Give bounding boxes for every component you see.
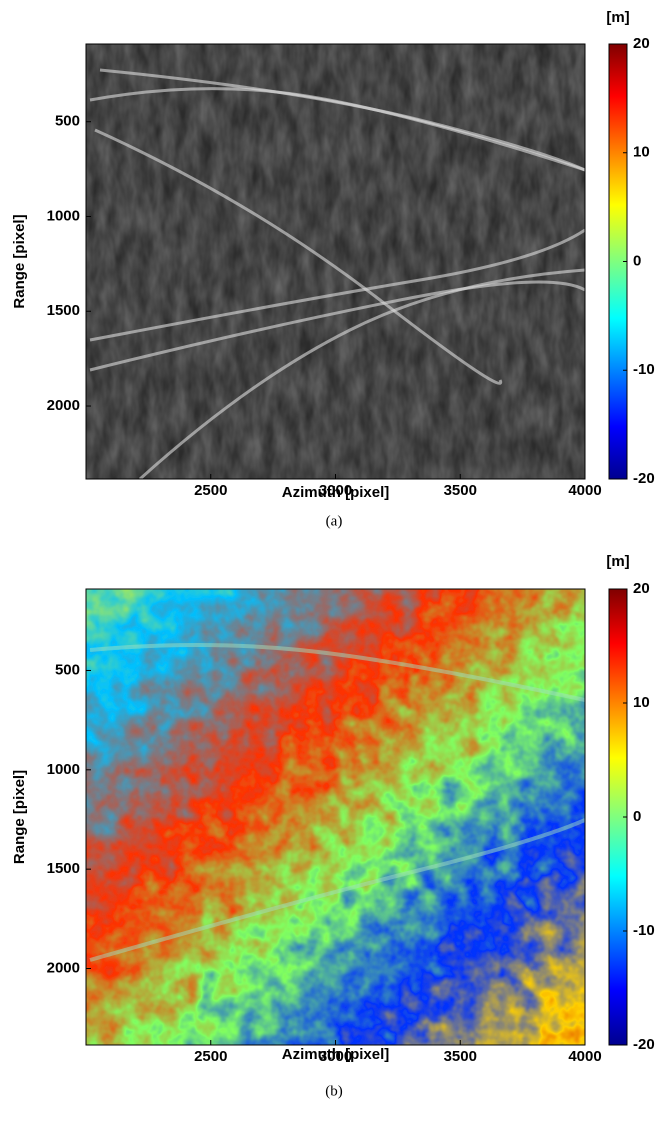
- y-tick-label: 1500: [47, 302, 80, 319]
- colorbar-tick-label: 0: [633, 252, 641, 269]
- colorbar-label: [m]: [606, 553, 629, 570]
- image-a: [86, 44, 585, 479]
- colorbar-tick-label: -20: [633, 470, 655, 487]
- caption: (b): [325, 1083, 343, 1099]
- x-tick-label: 4000: [568, 482, 601, 499]
- x-tick-label: 3500: [444, 482, 477, 499]
- y-tick-label: 500: [55, 661, 80, 678]
- y-tick-label: 1500: [47, 860, 80, 877]
- x-tick-label: 3500: [444, 1048, 477, 1065]
- y-tick-label: 1000: [47, 761, 80, 778]
- colorbar-tick-label: -10: [633, 361, 655, 378]
- colorbar-tick-label: 0: [633, 808, 641, 825]
- y-axis-label: Range [pixel]: [11, 770, 28, 864]
- x-axis-label: Azimuth [pixel]: [282, 1046, 390, 1063]
- caption: (a): [326, 513, 343, 529]
- y-axis-label: Range [pixel]: [11, 214, 28, 308]
- x-tick-label: 2500: [194, 1048, 227, 1065]
- image-b: [86, 589, 585, 1045]
- colorbar-tick-label: -20: [633, 1036, 655, 1053]
- x-tick-label: 3000: [319, 482, 352, 499]
- y-tick-label: 2000: [47, 397, 80, 414]
- y-tick-label: 2000: [47, 959, 80, 976]
- x-tick-label: 3000: [319, 1048, 352, 1065]
- x-tick-label: 2500: [194, 482, 227, 499]
- colorbar-tick-label: 10: [633, 694, 650, 711]
- colorbar-tick-label: 20: [633, 580, 650, 597]
- y-tick-label: 500: [55, 113, 80, 130]
- y-tick-label: 1000: [47, 207, 80, 224]
- x-tick-label: 4000: [568, 1048, 601, 1065]
- colorbar-tick-label: 10: [633, 144, 650, 161]
- colorbar-tick-label: 20: [633, 35, 650, 52]
- colorbar-label: [m]: [606, 9, 629, 26]
- colorbar-tick-label: -10: [633, 922, 655, 939]
- x-axis-label: Azimuth [pixel]: [282, 484, 390, 501]
